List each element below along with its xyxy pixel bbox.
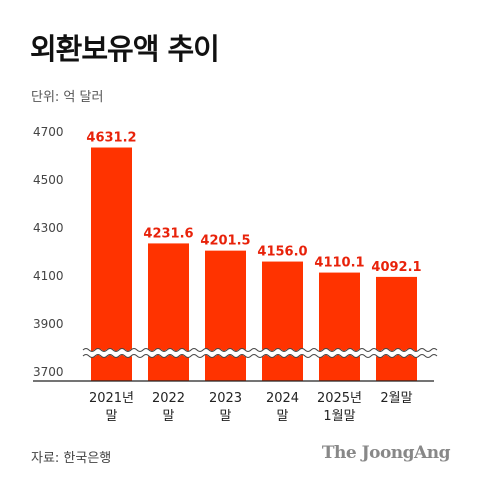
x-tick-label: 말 [220,409,232,424]
bar [148,243,189,381]
y-tick-label: 4300 [33,221,64,235]
bar [91,147,132,381]
bar [205,250,246,381]
data-label: 4631.2 [86,131,136,146]
publisher-logo: The JoongAng [321,443,451,463]
y-tick-label: 4700 [33,125,64,139]
unit-label: 단위: 억 달러 [31,90,104,105]
page-title: 외환보유액 추이 [30,32,220,66]
x-tick-label: 말 [277,409,289,424]
data-label: 4156.0 [257,245,307,260]
x-tick-label: 2023 [209,391,242,406]
axis-break-line [82,354,438,358]
bar [376,276,417,381]
x-tick-label: 2024 [266,391,299,406]
data-label: 4110.1 [314,256,364,271]
x-tick-label: 2021년 [89,391,134,406]
bar [262,261,303,381]
axis-break-gap [80,348,440,358]
x-tick-label: 말 [163,409,175,424]
x-tick-label: 2022 [152,391,185,406]
y-tick-label: 4500 [33,173,64,187]
x-tick-label: 1월말 [323,409,355,424]
x-tick-label: 2025년 [317,391,362,406]
y-tick-label: 3700 [33,365,64,379]
data-label: 4231.6 [143,226,193,241]
source-label: 자료: 한국은행 [31,451,112,466]
x-tick-label: 말 [106,409,118,424]
x-tick-label: 2월말 [380,391,412,406]
bar [319,272,360,381]
data-label: 4092.1 [371,260,421,275]
data-label: 4201.5 [200,234,250,249]
y-tick-label: 4100 [33,269,64,283]
y-tick-label: 3900 [33,317,64,331]
axis-break-line [82,348,438,352]
